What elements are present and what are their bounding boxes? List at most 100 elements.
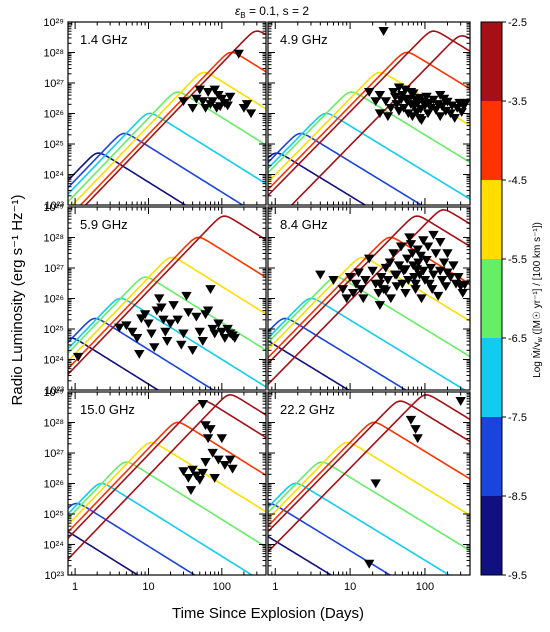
upper-limit-marker (191, 94, 202, 104)
upper-limit-marker (315, 270, 326, 280)
panel-label: 15.0 GHz (80, 402, 135, 417)
upper-limit-marker (412, 245, 423, 255)
upper-limit-marker (209, 329, 220, 339)
upper-limit-marker (344, 273, 356, 282)
panel-5-9-ghz: 10²³ 10²⁴ 10²⁵ 10²⁶ 10²⁷ 10²⁸ 10²⁹ 5.9 GHz (43, 202, 267, 397)
model-curve-logm6 (68, 91, 266, 203)
x-tick-label: 10 (344, 581, 356, 593)
colorbar-title-rest: ([M☉ yr⁻¹] / [100 km s⁻¹]) (532, 222, 543, 337)
upper-limit-marker (191, 312, 202, 322)
upper-limit-marker (388, 88, 399, 97)
upper-limit-marker (393, 261, 405, 271)
upper-limit-marker (370, 97, 381, 107)
upper-limit-marker (435, 238, 446, 247)
upper-limits (315, 230, 470, 310)
upper-limit-marker (202, 434, 214, 444)
upper-limit-marker (197, 336, 208, 346)
model-curve-logm5 (68, 441, 266, 526)
upper-limit-marker (229, 334, 240, 343)
upper-limits (364, 27, 470, 125)
model-curve-logm9 (268, 340, 350, 390)
colorbar-band (481, 22, 502, 102)
colorbar-band (481, 101, 502, 181)
upper-limit-marker (405, 415, 417, 425)
upper-limit-marker (241, 100, 253, 109)
upper-limit-marker (245, 109, 257, 119)
upper-limit-marker (185, 486, 197, 495)
title-epsilon: ε (235, 4, 241, 18)
model-curves (68, 30, 266, 205)
y-tick-label: 10²⁸ (43, 418, 64, 430)
upper-limit-marker (207, 448, 218, 458)
y-tick-label: 10²⁸ (43, 233, 64, 245)
upper-limit-marker (72, 352, 84, 362)
upper-limit-marker (165, 319, 176, 329)
upper-limit-marker (127, 327, 138, 337)
upper-limit-marker (134, 349, 145, 359)
upper-limit-marker (415, 251, 426, 261)
upper-limit-marker (460, 98, 470, 108)
colorbar-bands (481, 22, 502, 576)
upper-limit-marker (341, 294, 352, 304)
upper-limit-marker (202, 88, 214, 97)
upper-limit-marker (176, 340, 187, 350)
model-curve-logm9 (68, 530, 140, 575)
x-tick-label: 1 (72, 581, 78, 593)
upper-limit-marker (370, 479, 381, 489)
upper-limit-marker (224, 92, 236, 102)
model-curve-logm4 (68, 236, 266, 370)
panel-label: 1.4 GHz (80, 32, 128, 47)
y-tick-label: 10²⁶ (44, 479, 64, 491)
model-curve-logm8 (68, 502, 197, 575)
upper-limit-marker (213, 319, 224, 329)
upper-limit-marker (355, 285, 367, 294)
upper-limit-marker (385, 294, 397, 304)
upper-limit-marker (178, 97, 189, 107)
y-tick-label: 10²⁵ (44, 509, 64, 521)
upper-limit-marker (374, 90, 386, 100)
upper-limit-marker (205, 425, 216, 434)
title-rest: = 0.1, s = 2 (246, 4, 310, 18)
upper-limit-marker (446, 101, 458, 111)
model-curve-logm8 (268, 317, 408, 390)
panel-8-4-ghz: 8.4 GHz (267, 206, 471, 391)
upper-limit-marker (181, 291, 192, 301)
y-tick-label: 10²⁴ (43, 540, 64, 552)
upper-limit-marker (453, 273, 464, 282)
upper-limit-marker (400, 85, 411, 95)
upper-limit-marker (160, 327, 171, 337)
upper-limit-marker (183, 308, 194, 318)
upper-limit-marker (450, 279, 462, 289)
upper-limit-marker (414, 114, 425, 123)
colorbar: -2.5 -3.5 -4.5 -5.5 -6.5 -7.5 -8.5 -9.5 Log Ṁ/v… (480, 17, 544, 582)
upper-limit-marker (374, 301, 386, 310)
figure-title: εB = 0.1, s = 2 (235, 4, 309, 20)
panel-4-9-ghz: 4.9 GHz (267, 21, 471, 206)
axis-ticks (267, 391, 471, 576)
colorbar-title-sub: w (537, 336, 544, 343)
colorbar-title-main: Log Ṁ/v (530, 342, 543, 378)
model-curve-logm9 (68, 337, 160, 390)
upper-limit-marker (149, 343, 160, 353)
colorbar-band (481, 496, 502, 576)
model-curve-logm4 (68, 421, 266, 533)
upper-limits (178, 399, 238, 495)
panel-label: 8.4 GHz (280, 217, 328, 232)
model-curve-logm6 (268, 461, 470, 552)
upper-limit-marker (405, 88, 417, 97)
upper-limit-marker (449, 114, 460, 123)
model-curve-logm2p5 (68, 394, 266, 560)
colorbar-band (481, 417, 502, 497)
upper-limit-marker (435, 112, 446, 122)
upper-limit-marker (400, 288, 411, 298)
model-curve-logm7 (268, 297, 467, 390)
upper-limit-marker (143, 319, 154, 329)
y-tick-label: 10²⁵ (44, 139, 64, 151)
upper-limit-marker (382, 275, 394, 285)
upper-limit-marker (404, 233, 415, 243)
model-curve-logm8 (68, 132, 245, 205)
colorbar-band (481, 338, 502, 418)
colorbar-title: Log Ṁ/vw ([M☉ yr⁻¹] / [100 km s⁻¹]) (530, 222, 544, 378)
upper-limits (364, 397, 466, 569)
upper-limit-marker (391, 282, 402, 292)
